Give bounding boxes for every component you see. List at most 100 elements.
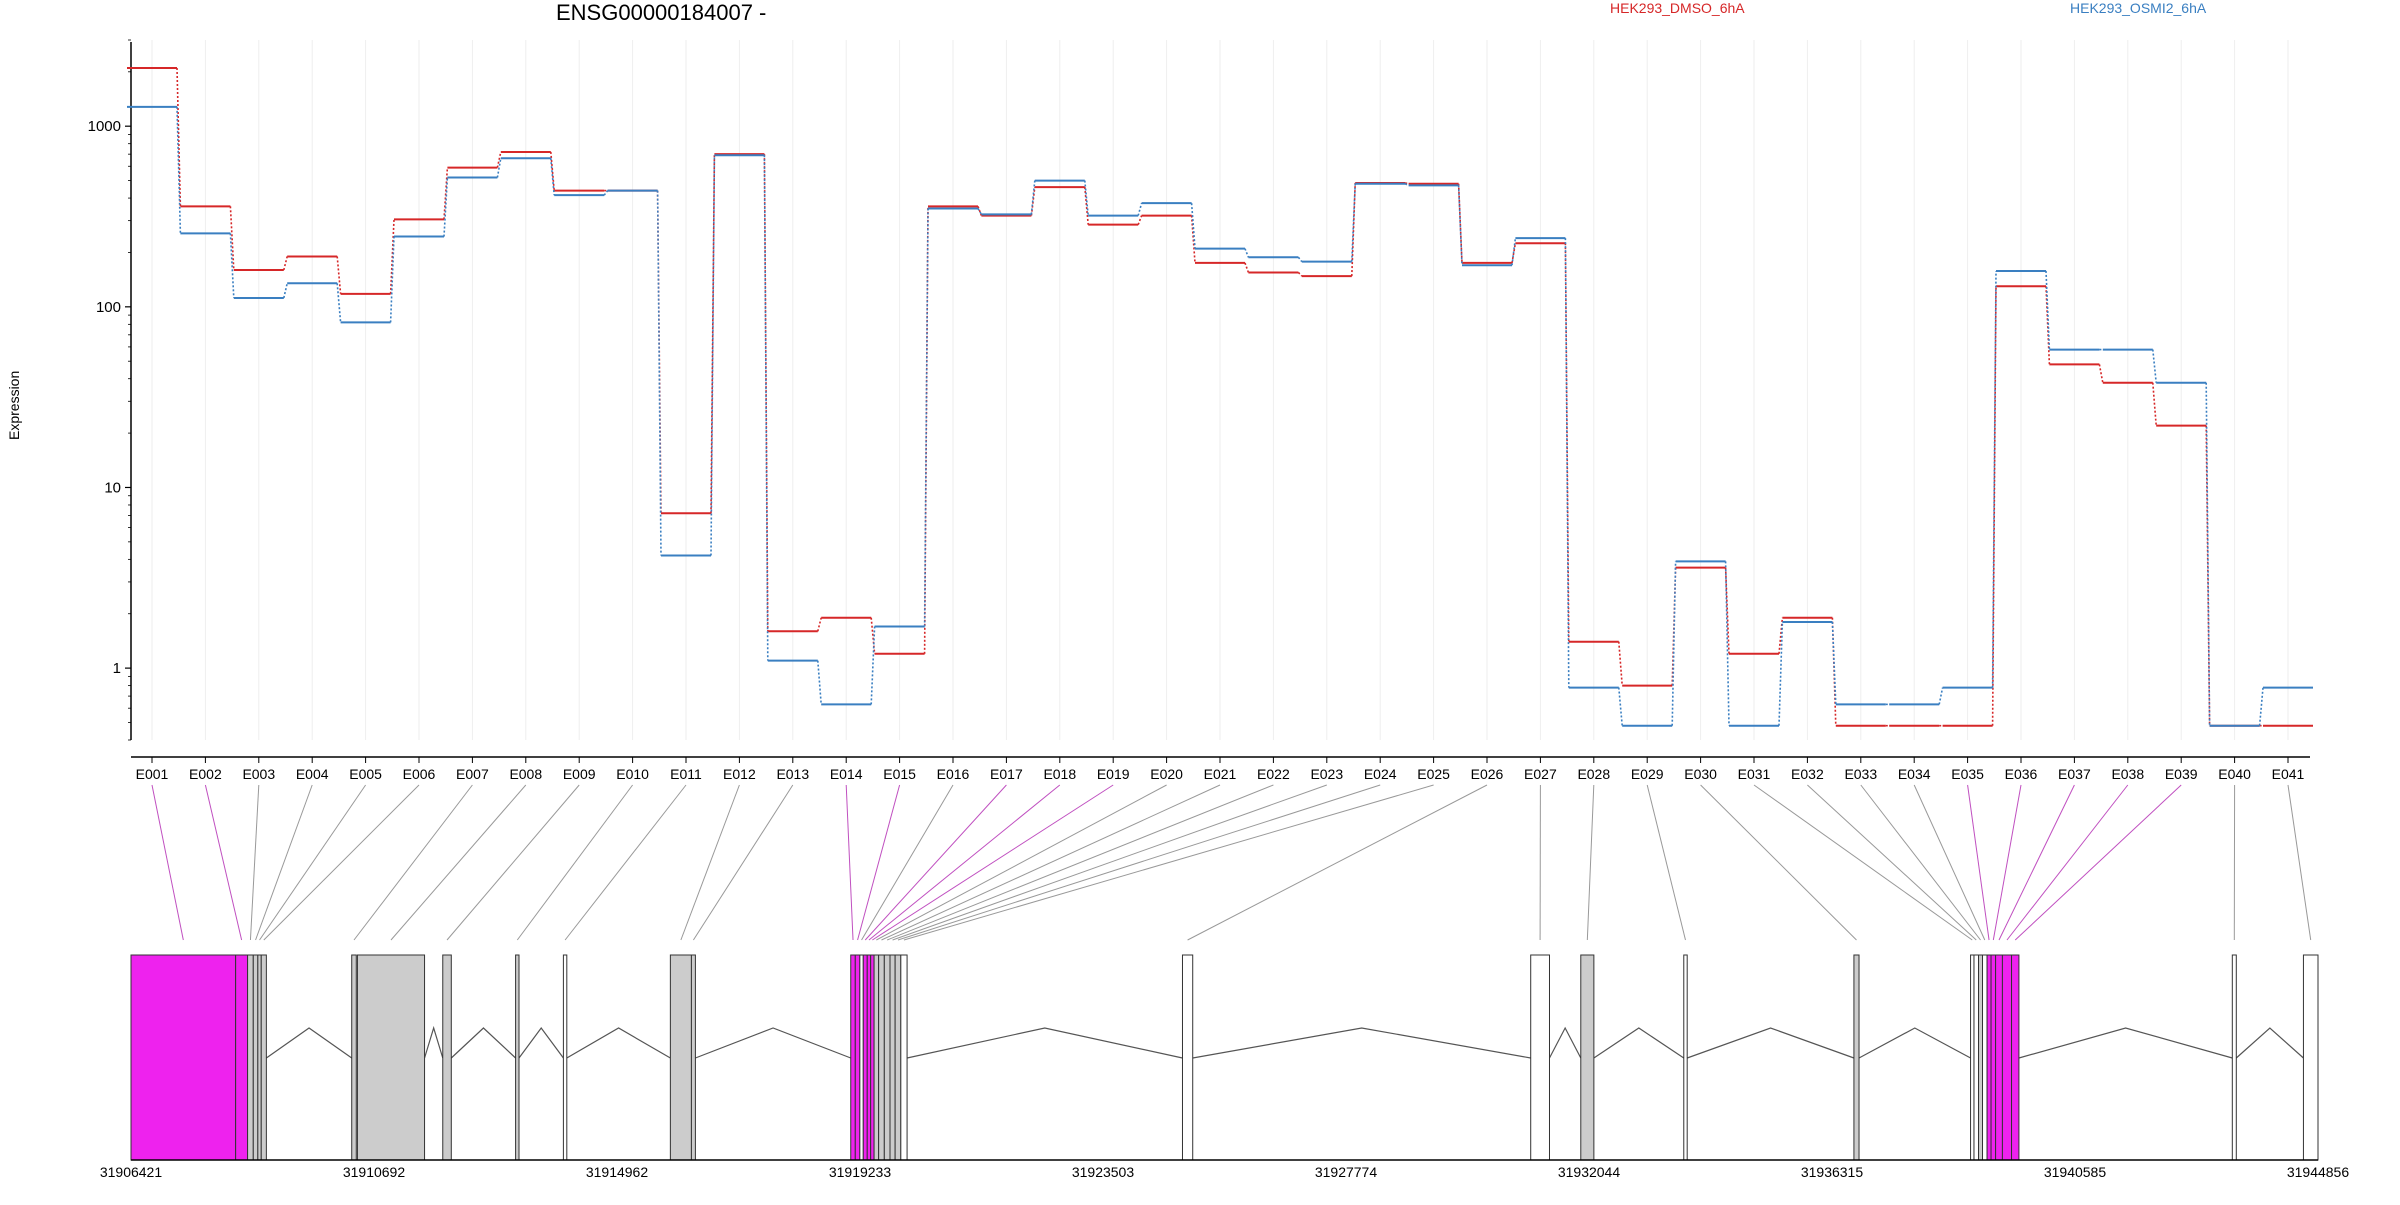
exon-box: [879, 955, 885, 1160]
x-tick-label: E021: [1204, 766, 1237, 782]
intron-line: [519, 1028, 563, 1058]
legend-series-1: HEK293_DMSO_6hA: [1610, 0, 1745, 16]
exon-box: [357, 955, 424, 1160]
exon-box: [261, 955, 266, 1160]
series-2-step: [284, 283, 287, 298]
exon-connector: [152, 785, 183, 940]
series-1-step: [2153, 383, 2156, 426]
x-tick-label: E036: [2005, 766, 2038, 782]
exon-box: [874, 955, 879, 1160]
series-1-step: [978, 206, 981, 215]
exon-box: [863, 955, 867, 1160]
exon-connector: [1999, 785, 2074, 940]
exon-box: [1971, 955, 1974, 1160]
exon-box: [901, 955, 907, 1160]
exon-connector: [2015, 785, 2181, 940]
exon-box: [855, 955, 860, 1160]
exon-connector: [517, 785, 632, 940]
intron-line: [2236, 1028, 2303, 1058]
x-tick-label: E014: [830, 766, 863, 782]
exon-box: [2012, 955, 2019, 1160]
exon-connector: [898, 785, 1380, 940]
series-2-step: [1085, 181, 1088, 216]
series-2-step: [1298, 257, 1301, 261]
exon-connector: [846, 785, 853, 940]
x-tick-label: E007: [456, 766, 489, 782]
series-1-step: [1619, 642, 1622, 686]
series-2-step: [711, 155, 714, 555]
series-1-step: [177, 68, 180, 206]
x-tick-label: E029: [1631, 766, 1664, 782]
exon-connector: [2007, 785, 2128, 940]
exon-box: [236, 955, 248, 1160]
exon-connector: [250, 785, 258, 940]
series-1-step: [818, 618, 821, 631]
genomic-coordinate-label: 31940585: [2044, 1164, 2107, 1180]
genomic-coordinate-label: 31936315: [1801, 1164, 1864, 1180]
exon-connector: [1993, 785, 2021, 940]
x-tick-label: E028: [1577, 766, 1610, 782]
exon-connector: [264, 785, 419, 940]
series-2-step: [1138, 203, 1141, 215]
exon-box: [2232, 955, 2236, 1160]
exon-box: [2303, 955, 2318, 1160]
exon-box: [443, 955, 452, 1160]
exon-box: [253, 955, 258, 1160]
exon-box: [131, 955, 236, 1160]
exon-box: [258, 955, 261, 1160]
x-tick-label: E006: [403, 766, 436, 782]
exon-box: [860, 955, 863, 1160]
exon-connector: [354, 785, 472, 940]
exon-box: [890, 955, 895, 1160]
exon-box: [1996, 955, 2003, 1160]
exon-connector: [1647, 785, 1685, 940]
exon-box: [691, 955, 695, 1160]
exon-connector: [869, 785, 1060, 940]
exon-connector: [447, 785, 579, 940]
exon-box: [1854, 955, 1859, 1160]
exon-connector: [565, 785, 686, 940]
exon-box: [1991, 955, 1996, 1160]
exon-connector: [681, 785, 740, 940]
exon-box: [1974, 955, 1979, 1160]
chart-title: ENSG00000184007 -: [556, 0, 766, 26]
exon-box: [1581, 955, 1594, 1160]
genomic-coordinate-label: 31927774: [1315, 1164, 1378, 1180]
exon-box: [1979, 955, 1983, 1160]
exon-connector: [260, 785, 366, 940]
series-2-step: [497, 158, 500, 177]
series-1-step: [2046, 286, 2049, 364]
intron-line: [695, 1028, 850, 1058]
x-tick-label: E039: [2165, 766, 2198, 782]
exon-connector: [391, 785, 526, 940]
exon-box: [1531, 955, 1550, 1160]
genomic-coordinate-label: 31932044: [1558, 1164, 1621, 1180]
exon-box: [1182, 955, 1192, 1160]
y-tick-label: 1: [113, 660, 121, 677]
x-tick-label: E026: [1471, 766, 1504, 782]
exon-box: [1983, 955, 1988, 1160]
series-2-step: [658, 191, 661, 556]
series-2-step: [1245, 249, 1248, 258]
exon-connector: [1587, 785, 1593, 940]
series-1-step: [1298, 272, 1301, 276]
exon-box: [851, 955, 856, 1160]
y-tick-label: 1000: [88, 118, 121, 135]
x-tick-label: E030: [1684, 766, 1717, 782]
exon-box: [352, 955, 357, 1160]
exon-connector: [205, 785, 241, 940]
exon-box: [884, 955, 890, 1160]
exon-box: [563, 955, 566, 1160]
series-2-step: [2153, 350, 2156, 383]
genomic-coordinate-label: 31944856: [2287, 1164, 2350, 1180]
series-2-step: [1672, 561, 1675, 725]
x-tick-label: E005: [349, 766, 382, 782]
exon-connector: [862, 785, 953, 940]
series-2-step: [1619, 688, 1622, 726]
intron-line: [1549, 1028, 1580, 1058]
exon-box: [871, 955, 874, 1160]
x-tick-label: E033: [1844, 766, 1877, 782]
x-tick-label: E012: [723, 766, 756, 782]
exon-box: [1684, 955, 1687, 1160]
